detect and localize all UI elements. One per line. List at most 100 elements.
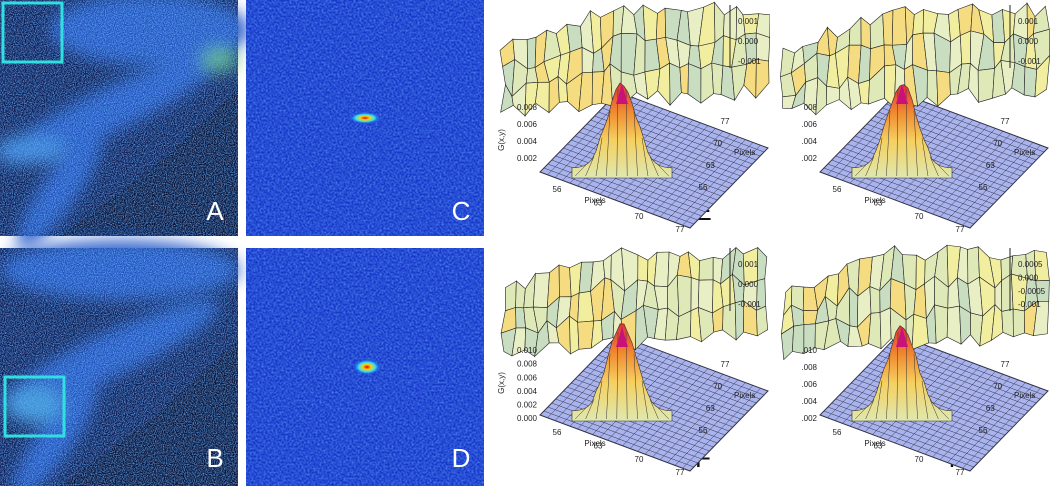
surface-facet <box>869 13 885 50</box>
x-tick-label: 70 <box>635 455 644 464</box>
floor-grid <box>629 368 709 449</box>
z-tick-label: 0.006 <box>517 373 538 382</box>
surface-facet <box>644 68 661 100</box>
surface-facet <box>679 63 689 95</box>
x-axis-label: Pixels <box>864 196 885 205</box>
z-tick-label: .008 <box>801 363 817 372</box>
x-tick-label: 56 <box>553 428 562 437</box>
x-tick-label: 70 <box>915 212 924 221</box>
surface-facet <box>687 63 702 104</box>
peak-mesh <box>606 353 611 420</box>
y-tick-label: 77 <box>721 117 730 126</box>
inset-tick-label: 0.001 <box>738 260 759 269</box>
floor-grid <box>629 125 709 206</box>
floor-grid <box>682 388 761 469</box>
floor-grid <box>614 95 765 153</box>
inset-tick-label: -0.001 <box>1018 300 1041 309</box>
surface-facet <box>869 286 881 314</box>
peak-mesh <box>886 353 891 420</box>
peak-mesh <box>875 137 883 177</box>
peak-mesh <box>585 399 595 420</box>
surface-facet <box>826 85 840 106</box>
x-tick-label: 63 <box>874 198 883 207</box>
floor-grid <box>614 338 765 396</box>
peak-mesh <box>633 353 638 420</box>
floor-grid <box>894 95 1045 153</box>
peak-mesh <box>595 380 603 420</box>
peak-tip <box>896 327 908 347</box>
inset-tick-label: 0.0005 <box>1018 260 1043 269</box>
z-tick-label: .006 <box>801 380 817 389</box>
panel-label: D <box>452 443 471 473</box>
surface-facet <box>959 30 972 65</box>
y-tick-label: 56 <box>699 426 708 435</box>
floor-grid <box>667 139 746 220</box>
surface-facet <box>690 277 700 312</box>
plot-body: 0.008 0.006 0.004 0.002 <box>499 1 770 229</box>
surface-facet <box>860 16 871 50</box>
floor-grid <box>637 128 716 209</box>
z-tick-label: .004 <box>801 397 817 406</box>
surface-facet <box>722 302 737 341</box>
surface-facet <box>1033 300 1050 336</box>
peak-mesh <box>913 110 918 177</box>
surface-facet <box>959 305 971 345</box>
floor-grid <box>902 122 981 203</box>
z-tick-label: 0.004 <box>517 387 538 396</box>
surface-facet <box>548 76 560 114</box>
y-tick-label: 77 <box>1001 117 1010 126</box>
y-tick-label: 70 <box>713 382 722 391</box>
y-axis-label: Pixels <box>734 148 755 157</box>
surface-facet <box>505 280 517 312</box>
floor-grid <box>622 122 701 203</box>
inset-tick-label: 0.000 <box>1018 37 1039 46</box>
inset-tick-label: 0.000 <box>738 37 759 46</box>
floor-grid <box>652 133 731 215</box>
y-tick-label: 63 <box>706 161 715 170</box>
peak-mesh <box>855 407 867 420</box>
floor-grid <box>644 131 724 212</box>
surface-facet <box>655 7 666 40</box>
surface-facet <box>676 274 692 318</box>
z-tick-label: .002 <box>801 414 817 423</box>
peak-mesh <box>657 164 669 177</box>
surface-facet <box>968 62 979 104</box>
peak-mesh <box>641 380 649 420</box>
floor-grid <box>962 145 1041 226</box>
x-tick-label: 77 <box>956 225 965 234</box>
x-axis-label: Pixels <box>864 439 885 448</box>
peak-mesh <box>855 164 867 177</box>
peak-mesh <box>575 407 587 420</box>
surface-plot: .010 .008 .006 .004 .002 0.0005 0.000 -0.0005 -0… <box>781 244 1050 477</box>
inset-tick-label: -0.001 <box>1018 57 1041 66</box>
surface-facet <box>756 305 768 337</box>
floor-grid <box>682 145 761 226</box>
floor-grid <box>947 382 1026 463</box>
panel-label: C <box>452 196 471 226</box>
inset-tick-label: 0.000 <box>738 280 759 289</box>
y-tick-label: 56 <box>979 183 988 192</box>
peak-mesh <box>913 353 918 420</box>
y-tick-label: 70 <box>993 382 1002 391</box>
peak-tip <box>896 84 908 104</box>
panel-label: A <box>206 196 224 226</box>
z-tick-label: 008 <box>804 103 818 112</box>
floor-grid <box>890 342 1041 400</box>
floor-grid <box>954 385 1034 466</box>
floor-grid <box>637 371 716 452</box>
peak-mesh <box>595 137 603 177</box>
x-tick-label: 77 <box>676 225 685 234</box>
surface-facet <box>755 58 770 99</box>
surface-facet <box>977 68 995 103</box>
image-a <box>0 0 250 249</box>
peak-mesh <box>865 156 875 177</box>
peak-tip <box>616 84 628 104</box>
peak-mesh <box>937 164 949 177</box>
surface-facet <box>602 254 612 281</box>
x-tick-label: 63 <box>594 198 603 207</box>
peak-mesh <box>657 407 669 420</box>
y-tick-label: 77 <box>721 360 730 369</box>
floor-grid <box>667 382 746 463</box>
z-tick-label: 0.008 <box>517 360 538 369</box>
